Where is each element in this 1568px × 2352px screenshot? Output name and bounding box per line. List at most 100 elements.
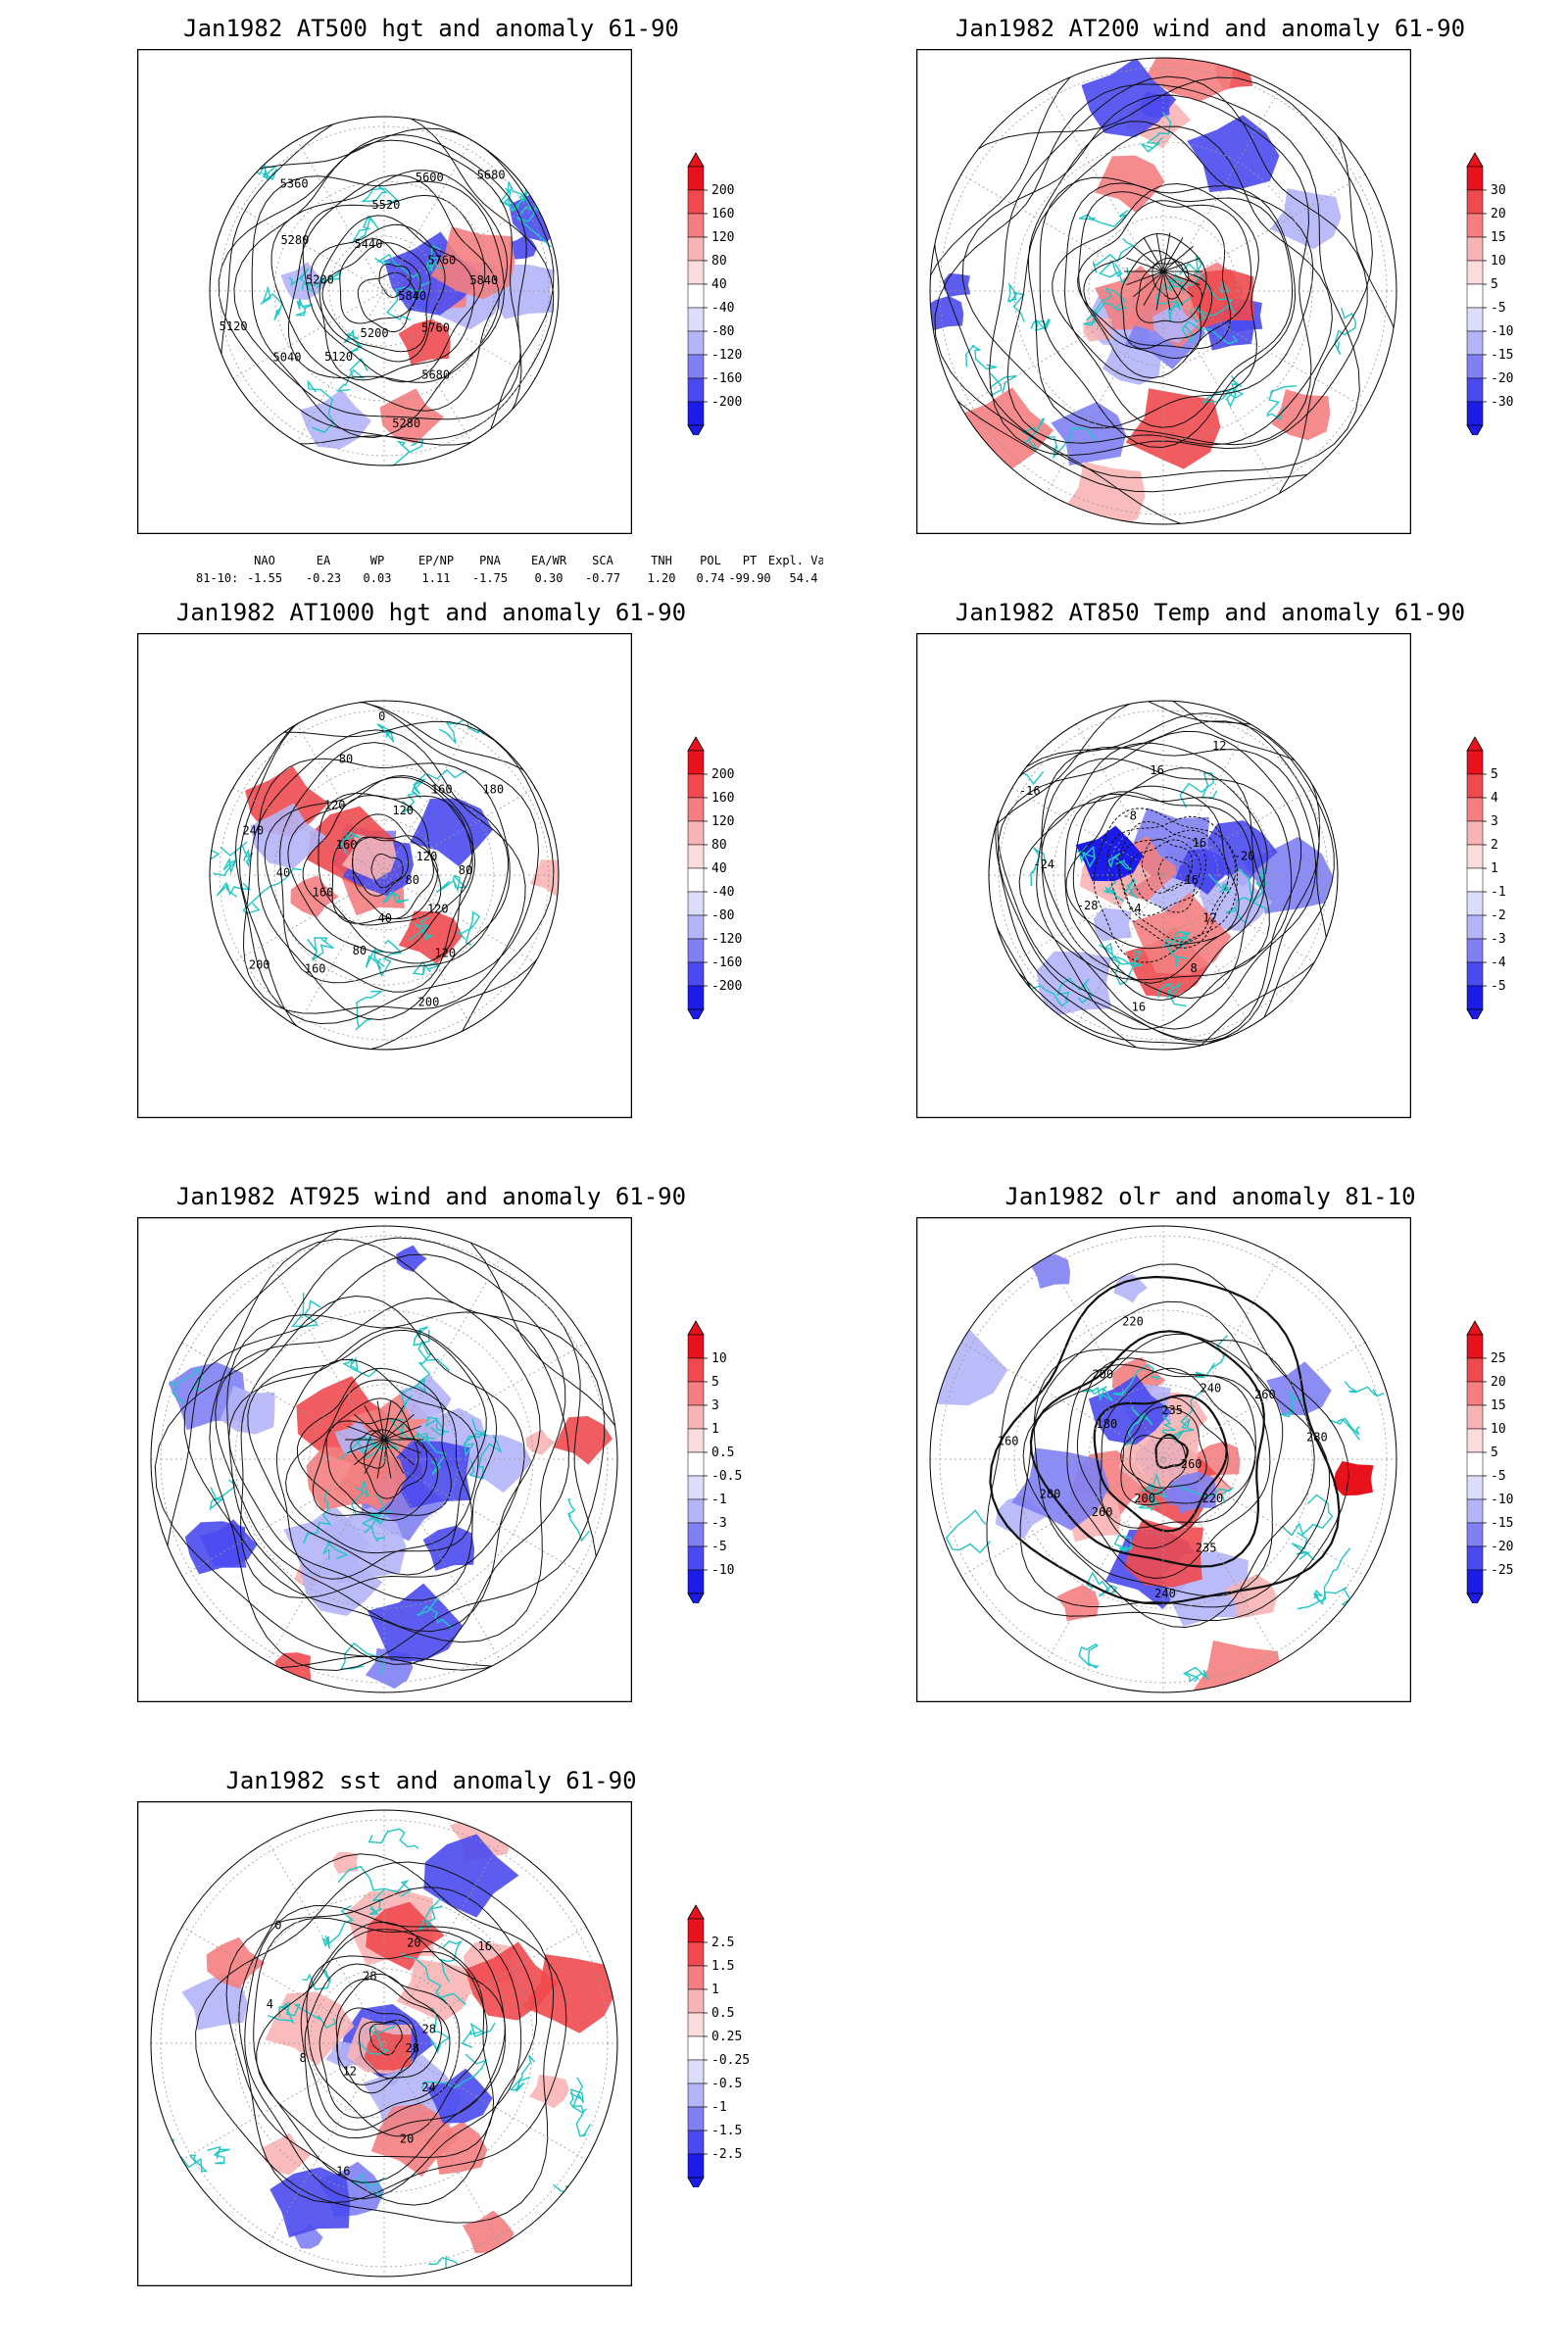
anomaly-shading [522,1954,616,2034]
colorbar-segment [687,236,705,262]
colorbar-label: 1.5 [711,1959,734,1974]
anomaly-shading [1056,1585,1100,1622]
contour-label: 260 [1181,1457,1202,1471]
colorbar-top-arrow [687,736,705,752]
streamline [1126,257,1164,272]
streamline [215,1297,541,1633]
colorbar-segment [687,867,705,893]
contour-line [378,264,412,298]
colorbar-segment [687,1404,705,1430]
colorbar-segment [1466,213,1484,238]
streamline [1162,237,1184,272]
streamline [1162,270,1194,298]
streamline [1083,232,1207,360]
contour-line [1041,767,1268,1000]
colorbar-segment [687,189,705,215]
coastline [1266,385,1297,420]
contour-line [244,1904,522,2200]
streamline [354,1439,385,1466]
contour-label: 5040 [273,350,302,364]
contour-line [370,853,404,889]
contour-label: -4 [1127,902,1141,915]
colorbar-label: -4 [1491,956,1506,970]
streamline [347,1425,385,1441]
colorbar-label: -5 [1491,301,1506,316]
meridian-line [232,787,536,963]
anomaly-shading [293,2224,323,2249]
streamline [1064,182,1294,428]
contour-label: 160 [998,1435,1019,1448]
streamline [1126,270,1164,286]
contour-label: 5120 [220,319,248,333]
coastline [337,1865,413,1897]
colorbar-label: 10 [1491,1422,1506,1437]
index-header: EA/WR [531,554,567,567]
colorbar: 5 4 3 2 1 -1 -2 -3 -4 -5 [1453,735,1568,1019]
panel-at1000-hgt: Jan1982 AT1000 hgt and anomaly 61-90 80 1… [137,598,862,1147]
colorbar-label: 80 [711,838,727,853]
contour-line [270,170,509,412]
colorbar-segment [1466,260,1484,285]
anomaly-shading [426,2068,493,2124]
contour-line [306,1950,488,2137]
colorbar-segment [1466,867,1484,893]
contour-line [234,701,540,1025]
streamline [1162,270,1184,306]
coastline [1006,281,1025,322]
contour-label: 200 [418,996,440,1009]
contour-line [335,1973,442,2085]
polar-map: 80 120 120 200 40 80 160 200 160 40 240 160 120 80 0 12… [137,633,632,1118]
colorbar-label: 4 [1491,791,1498,806]
colorbar-segment [687,2153,705,2179]
panel-title: Jan1982 AT500 hgt and anomaly 61-90 [183,15,679,42]
colorbar-segment [687,1988,705,2014]
streamline [989,75,1368,457]
anomaly-shading [316,1506,407,1584]
index-header: TNH [651,554,672,567]
colorbar-label: -40 [711,301,734,316]
contour-label: 120 [427,903,449,916]
contour-line [1129,839,1201,913]
colorbar-bottom-arrow [687,424,705,435]
contour-line [1100,1367,1256,1529]
streamline [1133,270,1164,298]
colorbar: 30 20 15 10 5 -5 -10 -15 -20 -30 [1453,151,1568,435]
index-value: 0.74 [697,571,725,585]
colorbar-label: 120 [711,814,734,829]
coastline [1113,1534,1133,1553]
contour-label: 80 [459,863,472,877]
streamline [383,1439,405,1474]
contour-line [1065,785,1240,950]
colorbar-segment [687,1965,705,1990]
colorbar-label: 20 [1491,207,1506,221]
contour-line [257,758,511,1021]
meridian-line [296,723,472,1027]
coastline [389,1418,429,1444]
contour-label: 120 [416,850,438,863]
map-field [172,1810,616,2277]
contour-label: 160 [313,885,334,899]
colorbar-label: -15 [1491,1516,1513,1531]
colorbar-segment [687,213,705,238]
colorbar-segment [1466,938,1484,963]
contour-line [318,215,475,381]
coastline [368,1828,419,1849]
contour-line [1093,808,1239,963]
contour-label: 160 [336,838,358,852]
colorbar-label: 3 [711,1398,719,1413]
contour-label: 180 [482,783,504,797]
contour-line [300,1921,506,2139]
contour-label: 4 [267,1997,273,2011]
contour-label: 16 [1184,873,1198,887]
index-header: Expl. Var. [768,554,823,567]
colorbar-label: -5 [711,1540,727,1554]
coastline [1140,112,1172,153]
colorbar-label: -80 [711,908,734,923]
anomaly-shading [1269,188,1342,250]
colorbar-top-arrow [1466,152,1484,168]
index-header: NAO [254,554,275,567]
contour-label: 20 [407,1936,420,1950]
contour-line [989,701,1338,1050]
colorbar: 10 5 3 1 0.5 -0.5 -1 -3 -5 -10 [674,1319,811,1603]
streamline [275,1358,479,1580]
